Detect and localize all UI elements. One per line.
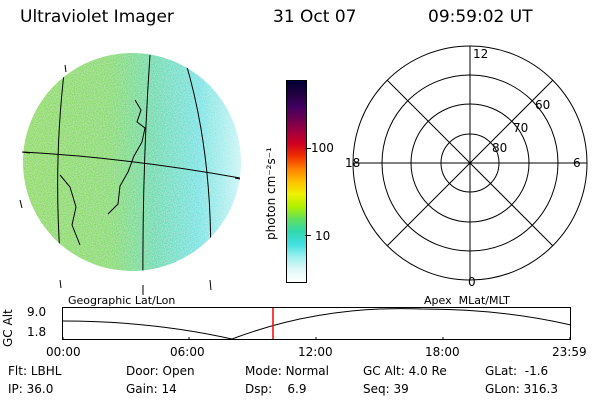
orbit-xtick-0000: 00:00 bbox=[46, 345, 81, 359]
dsp-value: 6.9 bbox=[287, 382, 307, 396]
orbit-xtick-1800: 18:00 bbox=[425, 345, 460, 359]
mlt-label-0: 0 bbox=[468, 275, 476, 289]
geographic-label: Geographic Lat/Lon bbox=[68, 294, 176, 307]
orbit-xtick-0600: 06:00 bbox=[170, 345, 205, 359]
ip-info: IP: 36.0 bbox=[8, 382, 54, 396]
orbit-xtick-2359: 23:59 bbox=[552, 345, 587, 359]
door-value: Open bbox=[162, 364, 195, 378]
instrument-title: Ultraviolet Imager bbox=[20, 7, 174, 27]
mlt-label-12: 12 bbox=[473, 47, 488, 61]
glat-value: -1.6 bbox=[524, 364, 549, 378]
glat-info: GLat: -1.6 bbox=[485, 364, 549, 378]
orbit-ylabel: GC Alt bbox=[1, 309, 15, 347]
latitude-grid-line bbox=[23, 151, 241, 179]
time-label: 09:59:02 UT bbox=[428, 7, 533, 27]
seq-info: Seq: 39 bbox=[363, 382, 409, 396]
altitude-curve bbox=[62, 308, 572, 340]
longitude-grid-line bbox=[142, 54, 151, 271]
polar-mlt-plot: 12 6 0 18 60 70 80 bbox=[345, 45, 588, 289]
seq-value: 39 bbox=[393, 382, 409, 396]
ip-value: 36.0 bbox=[26, 382, 54, 396]
coastline bbox=[107, 99, 146, 215]
gc-alt-info: GC Alt: 4.0 Re bbox=[363, 364, 447, 378]
filter-value: LBHL bbox=[30, 364, 62, 378]
orbit-xtick-1200: 12:00 bbox=[298, 345, 333, 359]
door-info: Door: Open bbox=[126, 364, 195, 378]
lat-label-60: 60 bbox=[535, 98, 550, 112]
lat-label-70: 70 bbox=[513, 121, 528, 135]
glon-info: GLon: 316.3 bbox=[485, 382, 558, 396]
lat-label-80: 80 bbox=[492, 141, 507, 155]
dsp-info: Dsp: 6.9 bbox=[245, 382, 307, 396]
apex-label: Apex MLat/MLT bbox=[424, 294, 510, 307]
colorbar-tick-100: 100 bbox=[311, 141, 334, 155]
coastline bbox=[59, 174, 81, 246]
gain-value: 14 bbox=[161, 382, 177, 396]
colorbar-tick-10: 10 bbox=[315, 229, 331, 243]
mode-info: Mode: Normal bbox=[245, 364, 329, 378]
gc-alt-value: 4.0 Re bbox=[408, 364, 447, 378]
glon-value: 316.3 bbox=[523, 382, 558, 396]
gain-info: Gain: 14 bbox=[126, 382, 177, 396]
colorbar-unit-label: photon cm⁻²s⁻¹ bbox=[264, 147, 278, 240]
mlt-label-18: 18 bbox=[345, 156, 360, 170]
mlt-label-6: 6 bbox=[573, 156, 581, 170]
uv-earth-image bbox=[19, 53, 241, 295]
orbit-ytick-9: 9.0 bbox=[27, 305, 47, 319]
mode-value: Normal bbox=[285, 364, 329, 378]
filter-info: Flt: LBHL bbox=[8, 364, 62, 378]
orbit-altitude-plot bbox=[62, 307, 572, 340]
date-label: 31 Oct 07 bbox=[273, 7, 357, 27]
colorbar bbox=[286, 80, 307, 283]
orbit-ytick-1-8: 1.8 bbox=[27, 325, 47, 339]
